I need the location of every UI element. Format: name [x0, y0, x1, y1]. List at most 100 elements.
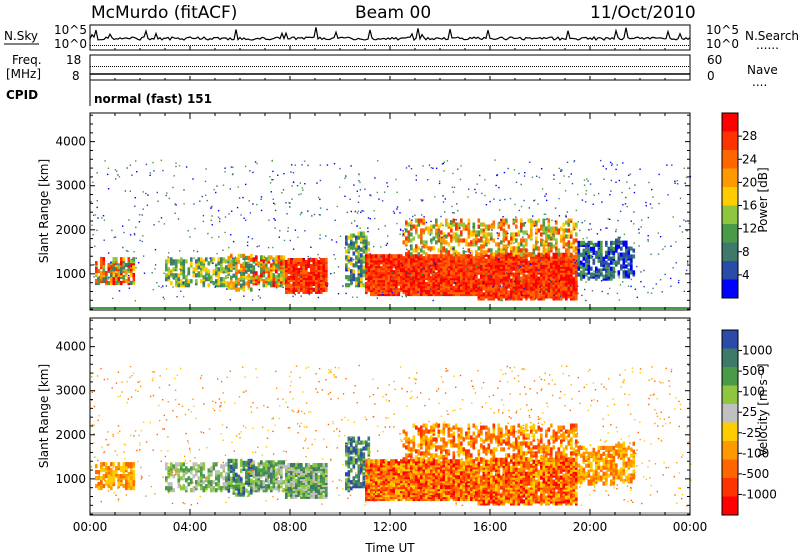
- nave-dot: [452, 66, 453, 67]
- range-cell: [238, 260, 241, 264]
- scatter-cell: [421, 246, 422, 247]
- nave-dot: [170, 66, 171, 67]
- scatter-cell: [301, 295, 302, 296]
- nave-dot: [662, 66, 663, 67]
- nsearch-dot: [592, 45, 593, 46]
- range-cell: [570, 292, 573, 296]
- range-cell: [215, 267, 218, 271]
- range-cell: [435, 228, 438, 232]
- cpid-label: CPID: [6, 88, 38, 102]
- nsearch-dot: [298, 45, 299, 46]
- nsearch-dot: [300, 45, 301, 46]
- nsearch-dot: [404, 45, 405, 46]
- scatter-cell: [432, 274, 433, 275]
- range-cell: [568, 275, 571, 279]
- range-cell: [568, 240, 571, 244]
- nave-dot: [590, 66, 591, 67]
- scatter-cell: [555, 221, 556, 222]
- scatter-cell: [230, 299, 231, 300]
- scatter-cell: [258, 295, 259, 296]
- scatter-cell: [586, 237, 587, 238]
- nave-dot: [402, 66, 403, 67]
- nave-dot: [536, 66, 537, 67]
- range-cell: [545, 253, 548, 257]
- scatter-cell: [304, 230, 305, 231]
- nsearch-dot: [626, 45, 627, 46]
- nsearch-dot: [526, 45, 527, 46]
- range-cell: [520, 257, 523, 261]
- range-cell: [478, 279, 481, 283]
- range-cell: [583, 267, 586, 271]
- nsearch-dot: [638, 45, 639, 46]
- scatter-cell: [301, 164, 302, 165]
- scatter-cell: [143, 209, 144, 210]
- scatter-cell: [601, 201, 602, 202]
- scatter-cell: [454, 187, 455, 188]
- scatter-cell: [233, 241, 234, 242]
- scatter-cell: [538, 270, 539, 271]
- scatter-cell: [334, 163, 335, 164]
- scatter-cell: [358, 238, 359, 239]
- beam-title: Beam 00: [355, 3, 431, 23]
- nave-dot: [646, 66, 647, 67]
- nave-dot: [118, 66, 119, 67]
- range-cell: [233, 282, 236, 286]
- nave-dot: [666, 66, 667, 67]
- scatter-cell: [421, 200, 422, 201]
- range-cell: [540, 232, 543, 236]
- range-cell: [358, 253, 361, 257]
- scatter-cell: [601, 280, 602, 281]
- scatter-cell: [492, 286, 493, 287]
- range-cell: [183, 259, 186, 263]
- range-cell: [558, 265, 561, 269]
- range-cell: [545, 269, 548, 273]
- scatter-cell: [211, 237, 212, 238]
- nsearch-dot: [476, 45, 477, 46]
- scatter-cell: [108, 277, 109, 278]
- scatter-cell: [433, 271, 434, 272]
- range-cell: [415, 244, 418, 248]
- range-cell: [110, 265, 113, 269]
- nsearch-dot: [522, 45, 523, 46]
- scatter-cell: [272, 260, 273, 261]
- range-cell: [520, 277, 523, 281]
- range-cell: [528, 282, 531, 286]
- nsearch-dot: [408, 45, 409, 46]
- nave-dot: [200, 66, 201, 67]
- range-cell: [165, 486, 168, 490]
- nsearch-dot: [132, 45, 133, 46]
- nave-dot: [684, 66, 685, 67]
- nave-dot: [494, 66, 495, 67]
- nsearch-dot: [572, 45, 573, 46]
- range-cell: [178, 273, 181, 277]
- range-cell: [228, 256, 231, 260]
- scatter-cell: [615, 169, 616, 170]
- range-cell: [420, 236, 423, 240]
- range-cell: [473, 256, 476, 260]
- nave-dot: [128, 66, 129, 67]
- scatter-cell: [539, 177, 540, 178]
- range-cell: [610, 249, 613, 253]
- range-cell: [425, 266, 428, 270]
- range-cell: [493, 259, 496, 263]
- nsearch-dot: [188, 45, 189, 46]
- scatter-cell: [248, 236, 249, 237]
- range-cell: [615, 239, 618, 243]
- range-cell: [530, 225, 533, 229]
- range-cell: [280, 273, 283, 277]
- range-cell: [553, 244, 556, 248]
- scatter-cell: [515, 217, 516, 218]
- scatter-cell: [553, 174, 554, 175]
- scatter-cell: [172, 286, 173, 287]
- scatter-cell: [541, 168, 542, 169]
- scatter-cell: [648, 241, 649, 242]
- scatter-cell: [155, 264, 156, 265]
- nave-dot: [484, 66, 485, 67]
- scatter-cell: [302, 189, 303, 190]
- range-cell: [110, 279, 113, 283]
- range-cell: [433, 236, 436, 240]
- nsearch-dot: [208, 45, 209, 46]
- range-cell: [485, 294, 488, 298]
- nsearch-dot: [668, 45, 669, 46]
- range-cell: [195, 267, 198, 271]
